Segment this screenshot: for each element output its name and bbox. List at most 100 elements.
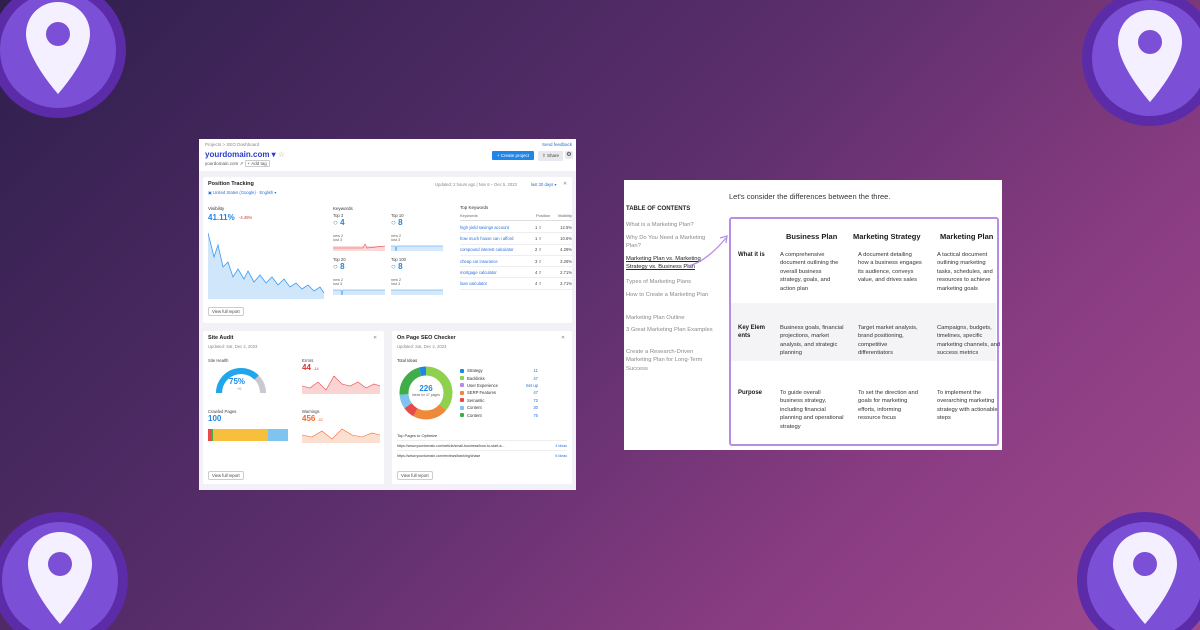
page-url[interactable]: https://www.yourdomain.com/reviews/banki… [397, 453, 481, 458]
toc-item[interactable]: 3 Great Marketing Plan Examples [626, 327, 713, 333]
site-health-stat[interactable]: Site Health [208, 358, 228, 363]
table-cell: To guide overall business strategy, incl… [780, 390, 844, 430]
view-full-report-button[interactable]: View full report [208, 307, 244, 316]
view-full-report-button[interactable]: View full report [208, 471, 244, 480]
top10-sparkline [391, 245, 443, 251]
date-range-selector[interactable]: last 30 days ▾ [531, 182, 557, 187]
legend-swatch [460, 413, 464, 418]
comparison-article-screenshot: Let's consider the differences between t… [624, 180, 1002, 450]
toc-item[interactable]: What is a Marketing Plan? [626, 222, 694, 228]
view-full-report-button[interactable]: View full report [397, 471, 433, 480]
toc-item[interactable]: Marketing Plan Outline [626, 315, 685, 321]
idea-count[interactable]: 30 [533, 405, 538, 411]
keyword-position: 4 ⇧ [535, 269, 543, 275]
toc-item[interactable]: How to Create a Marketing Plan [626, 292, 709, 298]
table-cell: To set the direction and goals for marke… [858, 390, 918, 422]
total-ideas-sub: ideas for 47 pages [412, 393, 440, 397]
col-position: Position [536, 213, 551, 218]
table-row[interactable]: mortgage calculator 4 ⇧ 2.71% [460, 267, 572, 279]
list-item[interactable]: Semantic 72 [460, 397, 568, 404]
list-item[interactable]: Strategy 11 [460, 367, 568, 374]
table-row[interactable]: how much house can i afford 1 ⇧ 10.6% [460, 233, 572, 245]
arrow-icon [687, 235, 728, 267]
crawled-pages-stat[interactable]: Crawled Pages 100 [208, 409, 236, 423]
top100-stat[interactable]: Top 100 ○ 8 [391, 257, 406, 271]
project-domain[interactable]: yourdomain.com ▾ ☆ [205, 150, 286, 159]
toc-item[interactable]: Marketing Plan vs. Marketing Strategy vs… [626, 256, 701, 271]
keyword-visibility: 4.29% [560, 247, 572, 253]
close-icon[interactable]: ✕ [561, 335, 566, 341]
column-header-marketing-strategy: Marketing Strategy [853, 232, 921, 241]
col-keyword: Keywords [460, 213, 478, 218]
idea-count[interactable]: 47 [533, 390, 538, 396]
send-feedback-link[interactable]: Send feedback [541, 142, 572, 147]
toc-item[interactable]: Create a Research-Driven Marketing Plan … [626, 349, 703, 372]
location-pin-icon [0, 0, 128, 120]
idea-count[interactable]: 47 [533, 375, 538, 381]
top20-sparkline [333, 289, 385, 295]
close-icon[interactable]: ✕ [373, 335, 378, 341]
list-item[interactable]: Content 75 [460, 411, 568, 418]
keyword-link[interactable]: compound interest calculator [460, 247, 514, 253]
page-ideas-link[interactable]: 6 ideas [555, 453, 567, 458]
site-audit-title: Site Audit [208, 335, 234, 341]
page-url[interactable]: https://www.yourdomain.com/article/small… [397, 443, 505, 448]
create-project-button[interactable]: + Create project [491, 151, 534, 160]
top3-stat[interactable]: Top 3 ○ 4 [333, 213, 345, 227]
row-label-what-it-is: What it is [738, 252, 765, 258]
gear-icon[interactable]: ⚙ [565, 151, 573, 159]
table-cell: To implement the overarching marketing s… [937, 390, 998, 422]
legend-swatch [460, 383, 464, 388]
keyword-link[interactable]: how much house can i afford [460, 235, 514, 241]
idea-name: User Experience [467, 382, 498, 388]
keyword-visibility: 2.71% [560, 269, 572, 275]
list-item[interactable]: Backlinks 47 [460, 374, 568, 381]
idea-count[interactable]: 11 [533, 368, 538, 374]
toc-item[interactable]: Why Do You Need a Marketing Plan? [626, 235, 706, 250]
keyword-link[interactable]: loan calculator [460, 281, 488, 287]
top20-stat[interactable]: Top 20 ○ 8 [333, 257, 346, 271]
idea-count[interactable]: Set up [525, 382, 538, 388]
list-item[interactable]: Content 30 [460, 404, 568, 411]
idea-count[interactable]: 72 [533, 397, 538, 403]
visibility-chart [208, 232, 324, 299]
visibility-label: Visibility [208, 206, 225, 211]
table-row[interactable]: high yield savings account 1 ⇧ 12.5% [460, 222, 572, 234]
errors-stat[interactable]: Errors 44 -14 [302, 358, 319, 372]
table-row[interactable]: https://www.yourdomain.com/article/small… [397, 440, 567, 450]
crawled-pages-label: Crawled Pages [208, 409, 237, 414]
top10-stat[interactable]: Top 10 ○ 8 [391, 213, 404, 227]
table-cell: A comprehensive document outlining the o… [780, 252, 839, 292]
location-pin-icon [1075, 510, 1200, 630]
keyword-position: 4 ⇧ [535, 281, 543, 287]
table-row[interactable]: https://www.yourdomain.com/reviews/banki… [397, 450, 567, 460]
table-cell: Campaigns, budgets, timelines, specific … [937, 325, 1001, 357]
table-row[interactable]: loan calculator 4 ⇧ 2.71% [460, 278, 572, 290]
toc-item[interactable]: Types of Marketing Plans [626, 279, 692, 285]
ideas-donut-chart [399, 366, 453, 420]
warnings-stat[interactable]: Warnings 456 -62 [302, 409, 323, 423]
list-item[interactable]: SERP Features 47 [460, 389, 568, 396]
idea-count[interactable]: 75 [533, 412, 538, 418]
column-header-business-plan: Business Plan [786, 232, 838, 241]
keyword-link[interactable]: mortgage calculator [460, 269, 497, 275]
close-icon[interactable]: ✕ [563, 181, 568, 187]
keyword-visibility: 3.26% [560, 258, 572, 264]
table-cell: Target market analysis, brand positionin… [858, 325, 918, 357]
share-button[interactable]: ⇪ Share [537, 151, 563, 161]
legend-swatch [460, 368, 464, 373]
keyword-link[interactable]: cheap car insurance [460, 258, 498, 264]
table-row[interactable]: compound interest calculator 2 ⇧ 4.29% [460, 245, 572, 256]
page-ideas-link[interactable]: 4 ideas [555, 443, 567, 448]
list-item[interactable]: User Experience Set up [460, 382, 568, 389]
breadcrumb[interactable]: Projects > SEO Dashboard [205, 142, 260, 147]
errors-sparkline [302, 376, 380, 394]
row-label-key-elements: Key Elements [738, 325, 766, 339]
keyword-link[interactable]: high yield savings account [460, 224, 509, 230]
top10-value: ○ 8 [391, 218, 403, 227]
location-selector[interactable]: ▣ United States (Google) · English ▾ [208, 190, 277, 195]
top-keywords-table: high yield savings account 1 ⇧ 12.5% how mu… [460, 222, 572, 290]
legend-swatch [460, 405, 464, 410]
keyword-visibility: 2.71% [560, 281, 572, 287]
table-row[interactable]: cheap car insurance 3 ⇧ 3.26% [460, 256, 572, 268]
